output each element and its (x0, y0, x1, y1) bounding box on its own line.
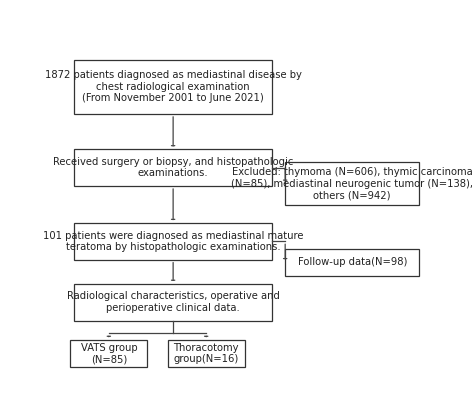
Text: Thoracotomy
group(N=16): Thoracotomy group(N=16) (173, 343, 239, 364)
FancyBboxPatch shape (70, 340, 147, 367)
FancyBboxPatch shape (74, 59, 272, 114)
FancyBboxPatch shape (285, 248, 419, 276)
FancyBboxPatch shape (74, 223, 272, 260)
Text: 101 patients were diagnosed as mediastinal mature
teratoma by histopathologic ex: 101 patients were diagnosed as mediastin… (43, 230, 303, 252)
FancyBboxPatch shape (285, 162, 419, 205)
Text: Received surgery or biopsy, and histopathologic
examinations.: Received surgery or biopsy, and histopat… (53, 157, 293, 178)
Text: Radiological characteristics, operative and
perioperative clinical data.: Radiological characteristics, operative … (67, 291, 280, 313)
FancyBboxPatch shape (74, 284, 272, 321)
FancyBboxPatch shape (74, 149, 272, 186)
Text: Follow-up data(N=98): Follow-up data(N=98) (298, 257, 407, 267)
Text: 1872 patients diagnosed as mediastinal disease by
chest radiological examination: 1872 patients diagnosed as mediastinal d… (45, 70, 301, 103)
FancyBboxPatch shape (168, 340, 245, 367)
Text: Excluded: thymoma (N=606), thymic carcinoma
(N=85), mediastinal neurogenic tumor: Excluded: thymoma (N=606), thymic carcin… (231, 167, 473, 200)
Text: VATS group
(N=85): VATS group (N=85) (81, 343, 137, 364)
